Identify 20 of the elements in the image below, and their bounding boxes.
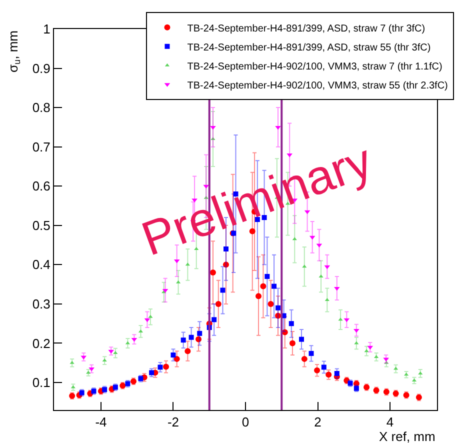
legend-label: TB-24-September-H4-902/100, VMM3, straw 7 (thr 1.1fC) (187, 61, 442, 72)
y-tick-label: 0.5 (32, 218, 50, 233)
y-tick-label: 0.9 (32, 60, 50, 76)
y-tick-label: 0.7 (32, 139, 50, 154)
x-tick-label: 2 (314, 414, 322, 430)
x-tick-label: 0 (242, 414, 250, 430)
y-tick-label: 1 (43, 22, 50, 37)
y-tick-label: 0.8 (32, 100, 50, 116)
y-tick-label: 0.2 (32, 336, 50, 351)
legend-label: TB-24-September-H4-902/100, VMM3, straw 55 (thr 2.3fC) (187, 80, 448, 92)
x-axis-title: X ref, mm (379, 429, 436, 443)
x-tick-label: -2 (167, 414, 180, 430)
y-tick-label: 0.6 (32, 178, 50, 194)
y-tick-label: 0.4 (32, 257, 50, 272)
y-tick-label: 0.3 (32, 296, 50, 312)
legend-label: TB-24-September-H4-891/399, ASD, straw 7 (thr 3fC) (187, 23, 426, 34)
x-tick-label: 4 (386, 414, 394, 430)
y-tick-label: 0.1 (32, 375, 50, 390)
legend-label: TB-24-September-H4-891/399, ASD, straw 55 (thr 3fC) (187, 42, 431, 54)
x-tick-label: -4 (95, 414, 107, 430)
